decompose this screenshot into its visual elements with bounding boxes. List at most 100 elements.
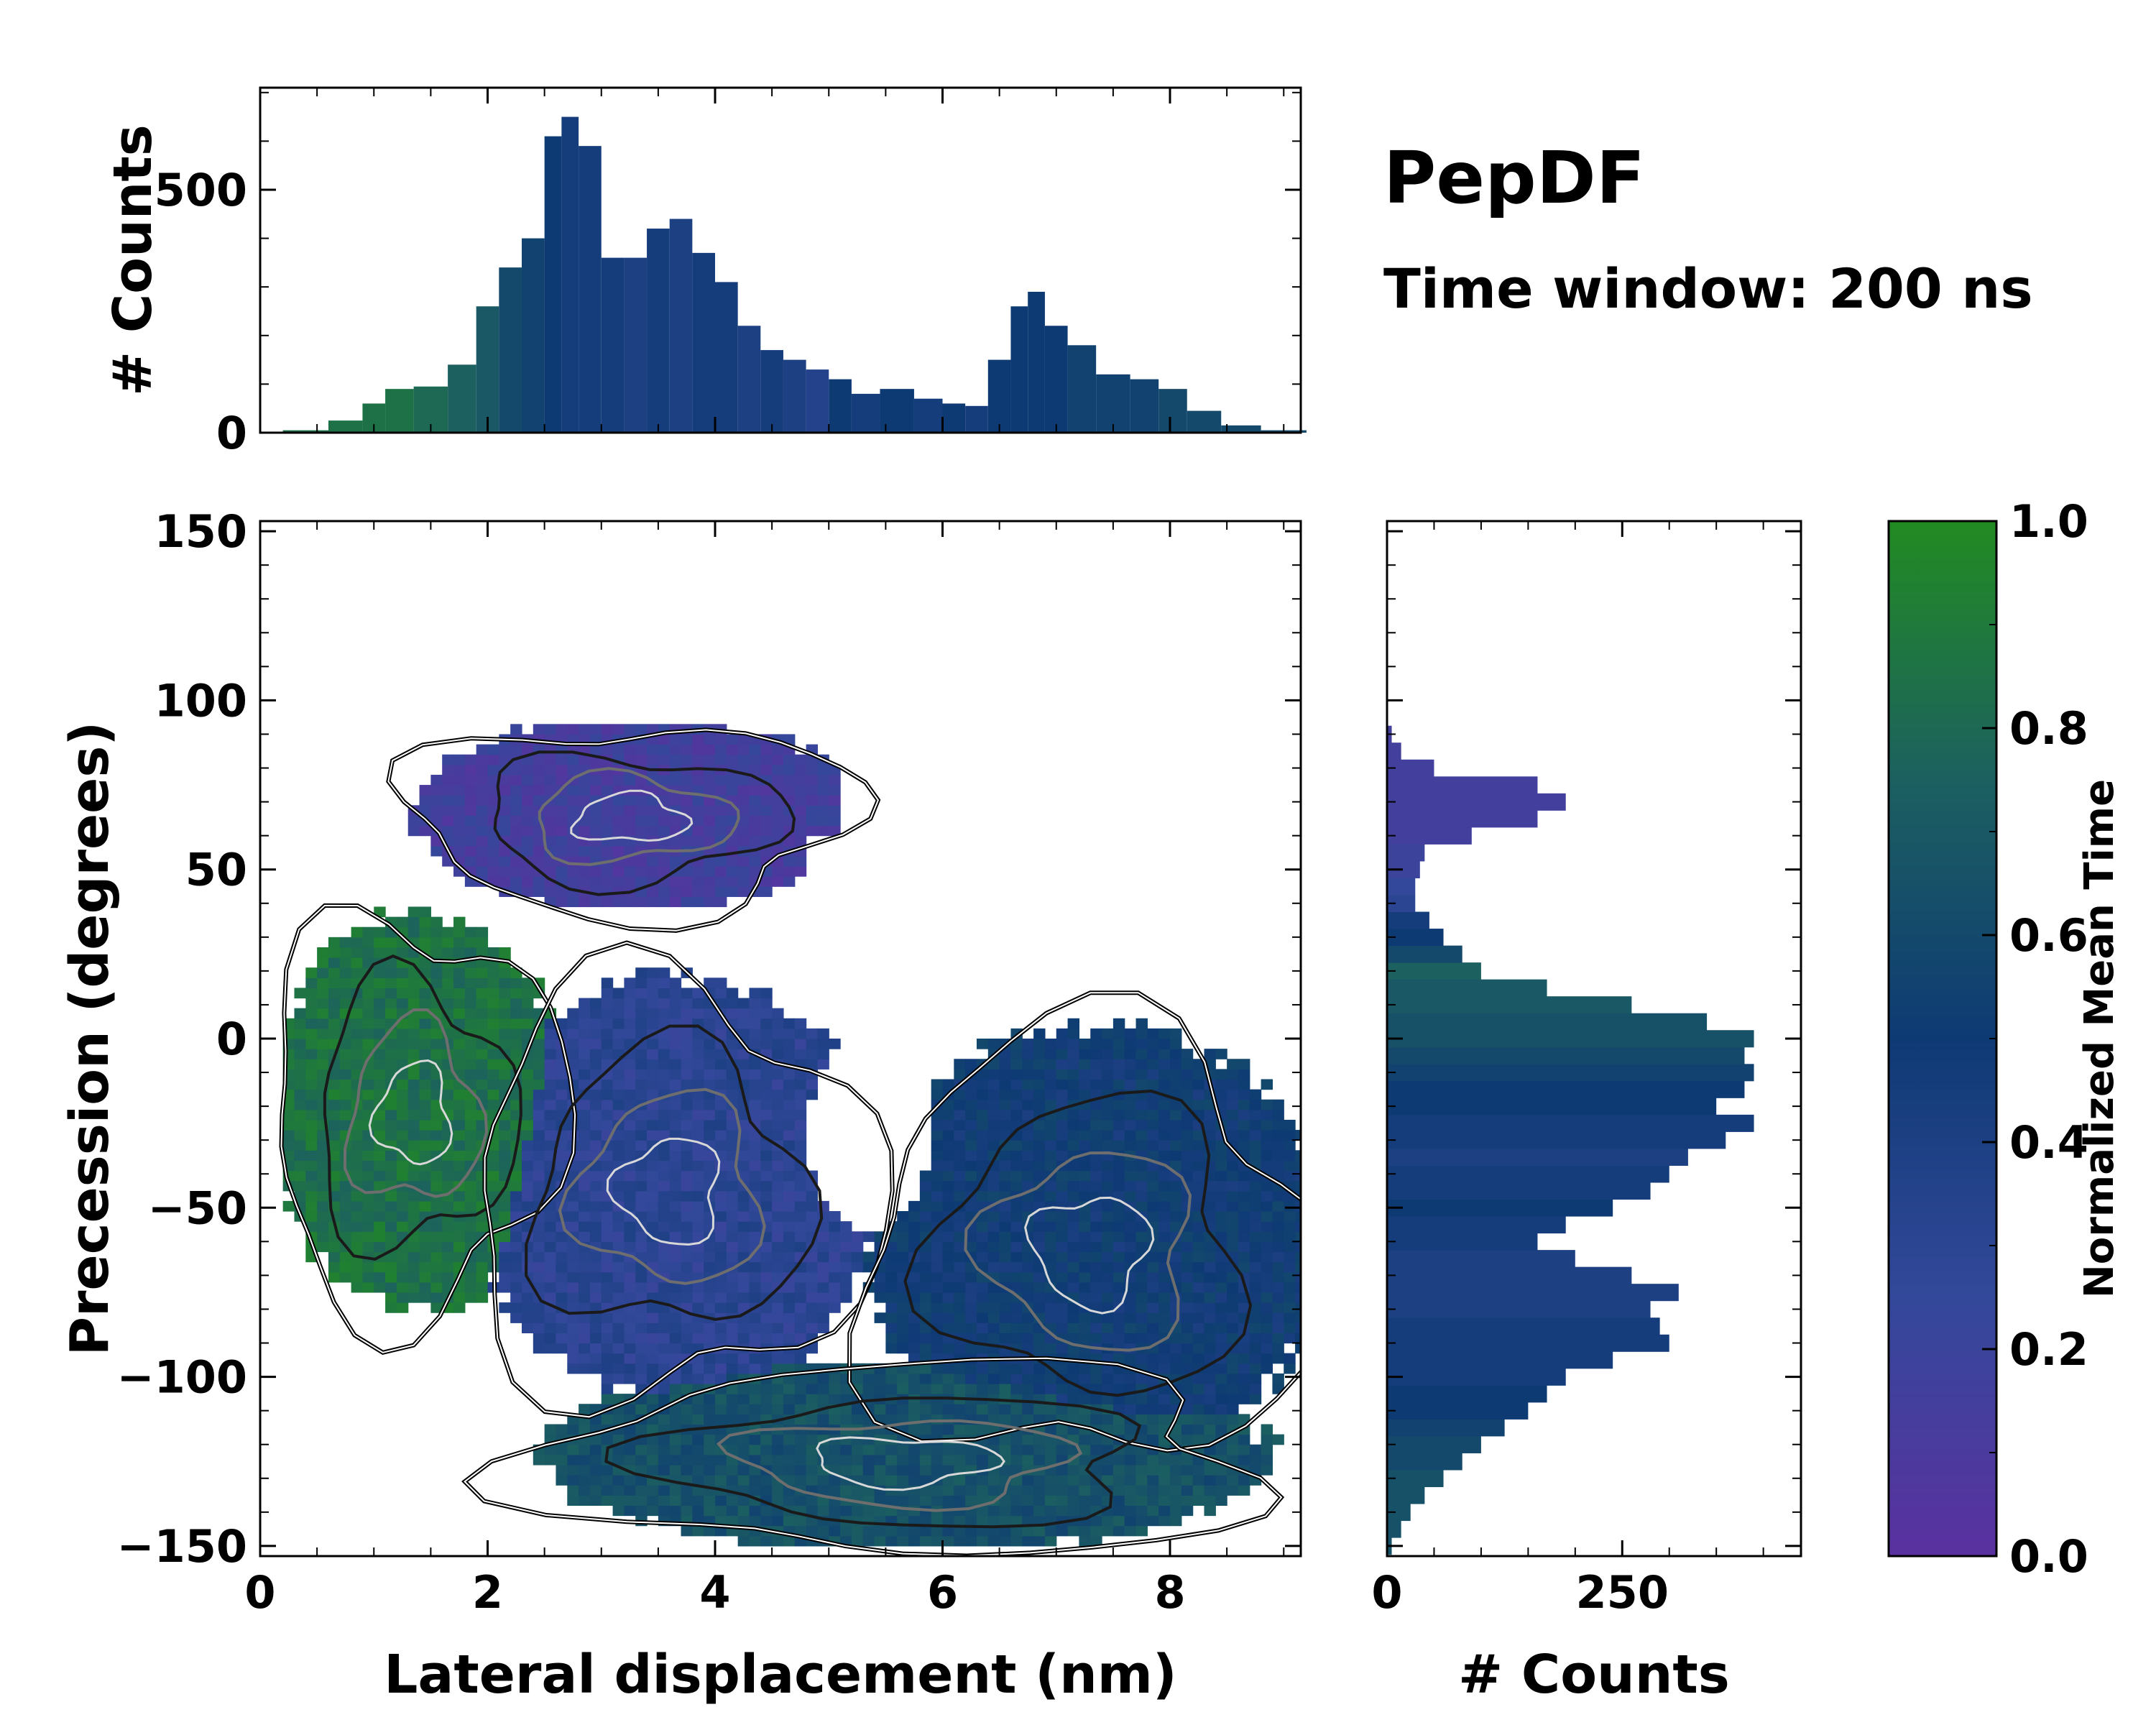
heatmap-cell <box>897 1231 909 1242</box>
heatmap-cell <box>794 1292 807 1303</box>
top-histogram-bar <box>760 350 783 433</box>
heatmap-cell <box>624 1130 636 1141</box>
heatmap-cell <box>1147 1414 1159 1425</box>
heatmap-cell <box>385 1251 397 1263</box>
heatmap-cell <box>931 1424 944 1435</box>
heatmap-cell <box>726 1140 739 1151</box>
heatmap-cell <box>1261 1363 1273 1374</box>
heatmap-cell <box>351 1028 364 1039</box>
heatmap-cell <box>1010 1333 1023 1344</box>
heatmap-cell <box>328 1130 341 1141</box>
heatmap-cell <box>749 805 761 816</box>
heatmap-cell <box>305 998 318 1009</box>
heatmap-cell <box>692 1525 704 1537</box>
heatmap-cell <box>829 1251 841 1263</box>
heatmap-cell <box>1079 1069 1091 1080</box>
heatmap-cell <box>1170 1079 1182 1090</box>
heatmap-cell <box>749 1454 761 1466</box>
heatmap-cell <box>1284 1292 1296 1303</box>
heatmap-cell <box>556 886 568 897</box>
heatmap-cell <box>1238 1221 1250 1232</box>
heatmap-cell <box>1261 1464 1273 1476</box>
heatmap-cell <box>1249 1221 1262 1232</box>
heatmap-cell <box>1272 1119 1284 1131</box>
heatmap-cell <box>533 1130 545 1141</box>
heatmap-cell <box>419 1271 431 1283</box>
heatmap-cell <box>1135 1505 1148 1517</box>
heatmap-cell <box>419 1200 431 1212</box>
heatmap-cell <box>965 1099 977 1110</box>
heatmap-cell <box>987 1373 1000 1384</box>
heatmap-cell <box>612 876 625 887</box>
heatmap-cell <box>487 1150 499 1162</box>
heatmap-cell <box>1067 1200 1080 1212</box>
heatmap-cell <box>407 1200 420 1212</box>
heatmap-cell <box>999 1200 1012 1212</box>
heatmap-cell <box>851 1261 864 1273</box>
heatmap-cell <box>419 1231 431 1242</box>
heatmap-cell <box>589 785 602 796</box>
right-histogram-bar <box>1387 1165 1669 1183</box>
heatmap-cell <box>521 815 534 827</box>
heatmap-cell <box>521 744 534 755</box>
heatmap-cell <box>726 1089 739 1100</box>
heatmap-cell <box>635 795 648 806</box>
heatmap-cell <box>499 967 511 978</box>
heatmap-cell <box>908 1495 921 1506</box>
heatmap-cell <box>681 1170 693 1182</box>
heatmap-cell <box>1044 1525 1057 1537</box>
heatmap-cell <box>385 957 397 968</box>
heatmap-cell <box>1147 1221 1159 1232</box>
heatmap-cell <box>430 1140 443 1151</box>
heatmap-cell <box>783 1241 796 1253</box>
heatmap-cell <box>862 1251 875 1263</box>
heatmap-cell <box>362 978 374 989</box>
heatmap-cell <box>874 1384 886 1394</box>
heatmap-cell <box>681 1221 693 1232</box>
heatmap-cell <box>396 916 409 928</box>
heatmap-cell <box>453 967 466 978</box>
heatmap-cell <box>476 805 489 816</box>
heatmap-cell <box>351 1261 364 1273</box>
heatmap-cell <box>749 1322 761 1334</box>
heatmap-cell <box>783 1180 796 1192</box>
heatmap-cell <box>635 1079 648 1090</box>
heatmap-cell <box>1158 1292 1171 1303</box>
heatmap-cell <box>1056 1241 1069 1253</box>
heatmap-cell <box>544 1292 557 1303</box>
heatmap-cell <box>692 1261 704 1273</box>
heatmap-cell <box>1112 1130 1125 1141</box>
heatmap-cell <box>351 1190 364 1202</box>
heatmap-cell <box>1147 1434 1159 1445</box>
heatmap-cell <box>772 754 784 765</box>
heatmap-cell <box>1022 1130 1034 1141</box>
heatmap-cell <box>829 1282 841 1293</box>
heatmap-cell <box>453 835 466 847</box>
heatmap-cell <box>1102 1039 1114 1049</box>
heatmap-cell <box>476 1008 489 1019</box>
heatmap-cell <box>305 1140 318 1151</box>
heatmap-cell <box>1192 1434 1205 1445</box>
heatmap-cell <box>1067 1464 1080 1476</box>
heatmap-cell <box>385 1008 397 1019</box>
heatmap-cell <box>806 1464 819 1476</box>
top-histogram-bar <box>1158 389 1187 433</box>
heatmap-cell <box>589 1130 602 1141</box>
heatmap-cell <box>965 1525 977 1537</box>
right-histogram-bar <box>1387 1080 1745 1098</box>
heatmap-cell <box>1067 1231 1080 1242</box>
heatmap-cell <box>749 1008 761 1019</box>
heatmap-cell <box>589 1312 602 1323</box>
right-histogram-bar <box>1387 1030 1754 1048</box>
heatmap-cell <box>624 855 636 867</box>
heatmap-cell <box>1067 1475 1080 1486</box>
contour-level-1 <box>604 1397 1142 1529</box>
heatmap-cell <box>1044 1039 1057 1049</box>
heatmap-cell <box>419 906 431 918</box>
heatmap-cell <box>885 1404 898 1414</box>
heatmap-cell <box>374 906 386 918</box>
heatmap-cell <box>806 1200 819 1212</box>
heatmap-cell <box>737 825 750 837</box>
heatmap-cell <box>612 1018 625 1029</box>
heatmap-cell <box>464 764 477 776</box>
